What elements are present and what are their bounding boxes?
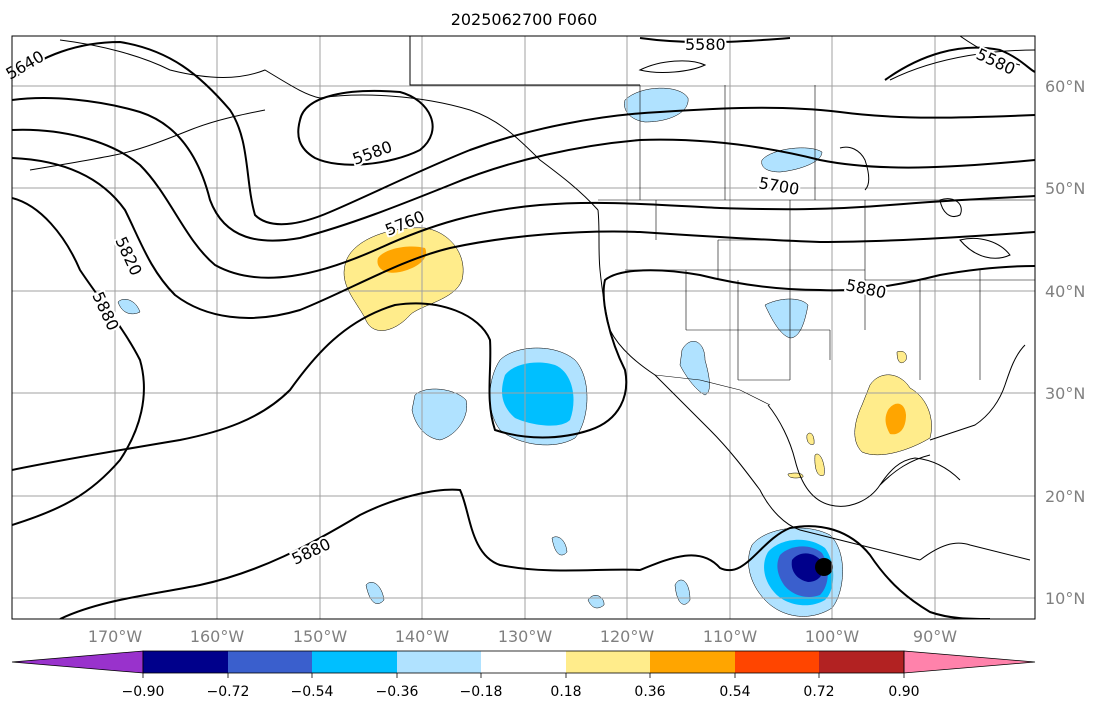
lon-label: 170°W — [88, 627, 143, 646]
contour-5700 — [12, 97, 1035, 242]
contour-5760 — [12, 128, 1035, 279]
lat-label: 60°N — [1045, 77, 1085, 96]
negative-anomaly-rockies — [764, 298, 809, 339]
colorbar-min-extend — [11, 650, 144, 674]
negative-anomaly-canada — [624, 87, 689, 123]
lon-label: 100°W — [805, 627, 860, 646]
negative-anomaly-baja — [679, 341, 710, 396]
colorbar-swatch — [650, 651, 735, 673]
negative-anomaly-canada-2 — [761, 147, 823, 173]
colorbar-tick-label: −0.54 — [291, 684, 334, 700]
negative-anomaly-small-6 — [117, 299, 141, 315]
contour-label: 5880 — [88, 289, 122, 334]
longitude-labels: 170°W 160°W 150°W 140°W 130°W 120°W 110°… — [88, 627, 957, 646]
lon-label: 150°W — [293, 627, 348, 646]
colorbar-swatch — [143, 651, 228, 673]
colorbar-swatch — [566, 651, 650, 673]
colorbar-max-extend — [903, 650, 1036, 674]
colorbar-tick-label: 0.72 — [803, 684, 834, 700]
colorbar-swatch — [735, 651, 819, 673]
colorbar-swatch — [819, 651, 904, 673]
positive-anomaly-small-2 — [814, 453, 825, 476]
contour-5580-north — [639, 37, 791, 44]
contour-5880-south — [59, 488, 991, 619]
colorbar-tick-label: 0.54 — [719, 684, 750, 700]
positive-anomaly-small-3 — [806, 432, 815, 445]
contour-5880-ridge — [12, 265, 1035, 471]
storm-center-marker — [815, 558, 833, 576]
positive-anomaly-gulf-core — [885, 403, 906, 435]
negative-anomaly-small-1 — [411, 388, 468, 441]
latitude-labels: 60°N 50°N 40°N 30°N 20°N 10°N — [1045, 77, 1085, 608]
contour-5580-ne — [884, 46, 1035, 81]
height-contours — [12, 37, 1035, 619]
colorbar: −0.90 −0.72 −0.54 −0.36 −0.18 0.18 0.36 … — [11, 650, 1036, 700]
negative-anomaly-small-5 — [674, 579, 691, 605]
lat-label: 50°N — [1045, 179, 1085, 198]
negative-anomaly-small-4 — [587, 595, 605, 609]
contour-label: 5640 — [3, 47, 48, 84]
lon-label: 120°W — [600, 627, 655, 646]
colorbar-swatch — [312, 651, 397, 673]
negative-anomaly-small-2 — [551, 536, 568, 556]
contour-5880-main — [12, 197, 145, 526]
colorbar-tick-label: −0.90 — [122, 684, 165, 700]
colorbar-tick-label: −0.36 — [376, 684, 419, 700]
positive-anomaly-small-1 — [896, 351, 907, 364]
contour-label: 5880 — [844, 275, 888, 302]
colorbar-tick-label: −0.18 — [460, 684, 503, 700]
map-frame — [11, 35, 1036, 620]
lat-label: 40°N — [1045, 282, 1085, 301]
negative-anomaly-tropical-core — [791, 553, 824, 582]
colorbar-tick-label: 0.36 — [634, 684, 665, 700]
negative-anomaly-pacific-core — [502, 362, 574, 426]
lat-label: 10°N — [1045, 589, 1085, 608]
lat-label: 20°N — [1045, 487, 1085, 506]
lon-label: 160°W — [190, 627, 245, 646]
colorbar-tick-label: 0.90 — [888, 684, 919, 700]
colorbar-swatch — [397, 651, 481, 673]
contour-5580-low — [297, 89, 434, 166]
lon-label: 90°W — [913, 627, 957, 646]
coastlines — [29, 36, 1035, 561]
contour-label: 5820 — [111, 234, 145, 279]
colorbar-swatch — [228, 651, 312, 673]
lon-label: 110°W — [703, 627, 758, 646]
colorbar-swatch — [481, 651, 566, 673]
colorbar-tick-label: −0.72 — [207, 684, 250, 700]
colorbar-frame — [142, 650, 905, 674]
map-title: 2025062700 F060 — [450, 10, 598, 29]
contour-label: 5880 — [289, 534, 334, 568]
contour-5640 — [12, 40, 1035, 226]
political-borders — [598, 85, 1035, 406]
lon-label: 140°W — [395, 627, 450, 646]
colorbar-tick-label: 0.18 — [550, 684, 581, 700]
lon-label: 130°W — [498, 627, 553, 646]
negative-anomaly-small-3 — [365, 582, 385, 604]
positive-anomaly-pacific-core — [377, 246, 427, 273]
contour-label: 5580 — [685, 35, 726, 54]
contour-label: 5700 — [757, 173, 800, 199]
lat-label: 30°N — [1045, 384, 1085, 403]
positive-anomaly-pacific — [343, 227, 464, 331]
contour-5820 — [12, 157, 1035, 319]
graticule — [12, 36, 1035, 619]
